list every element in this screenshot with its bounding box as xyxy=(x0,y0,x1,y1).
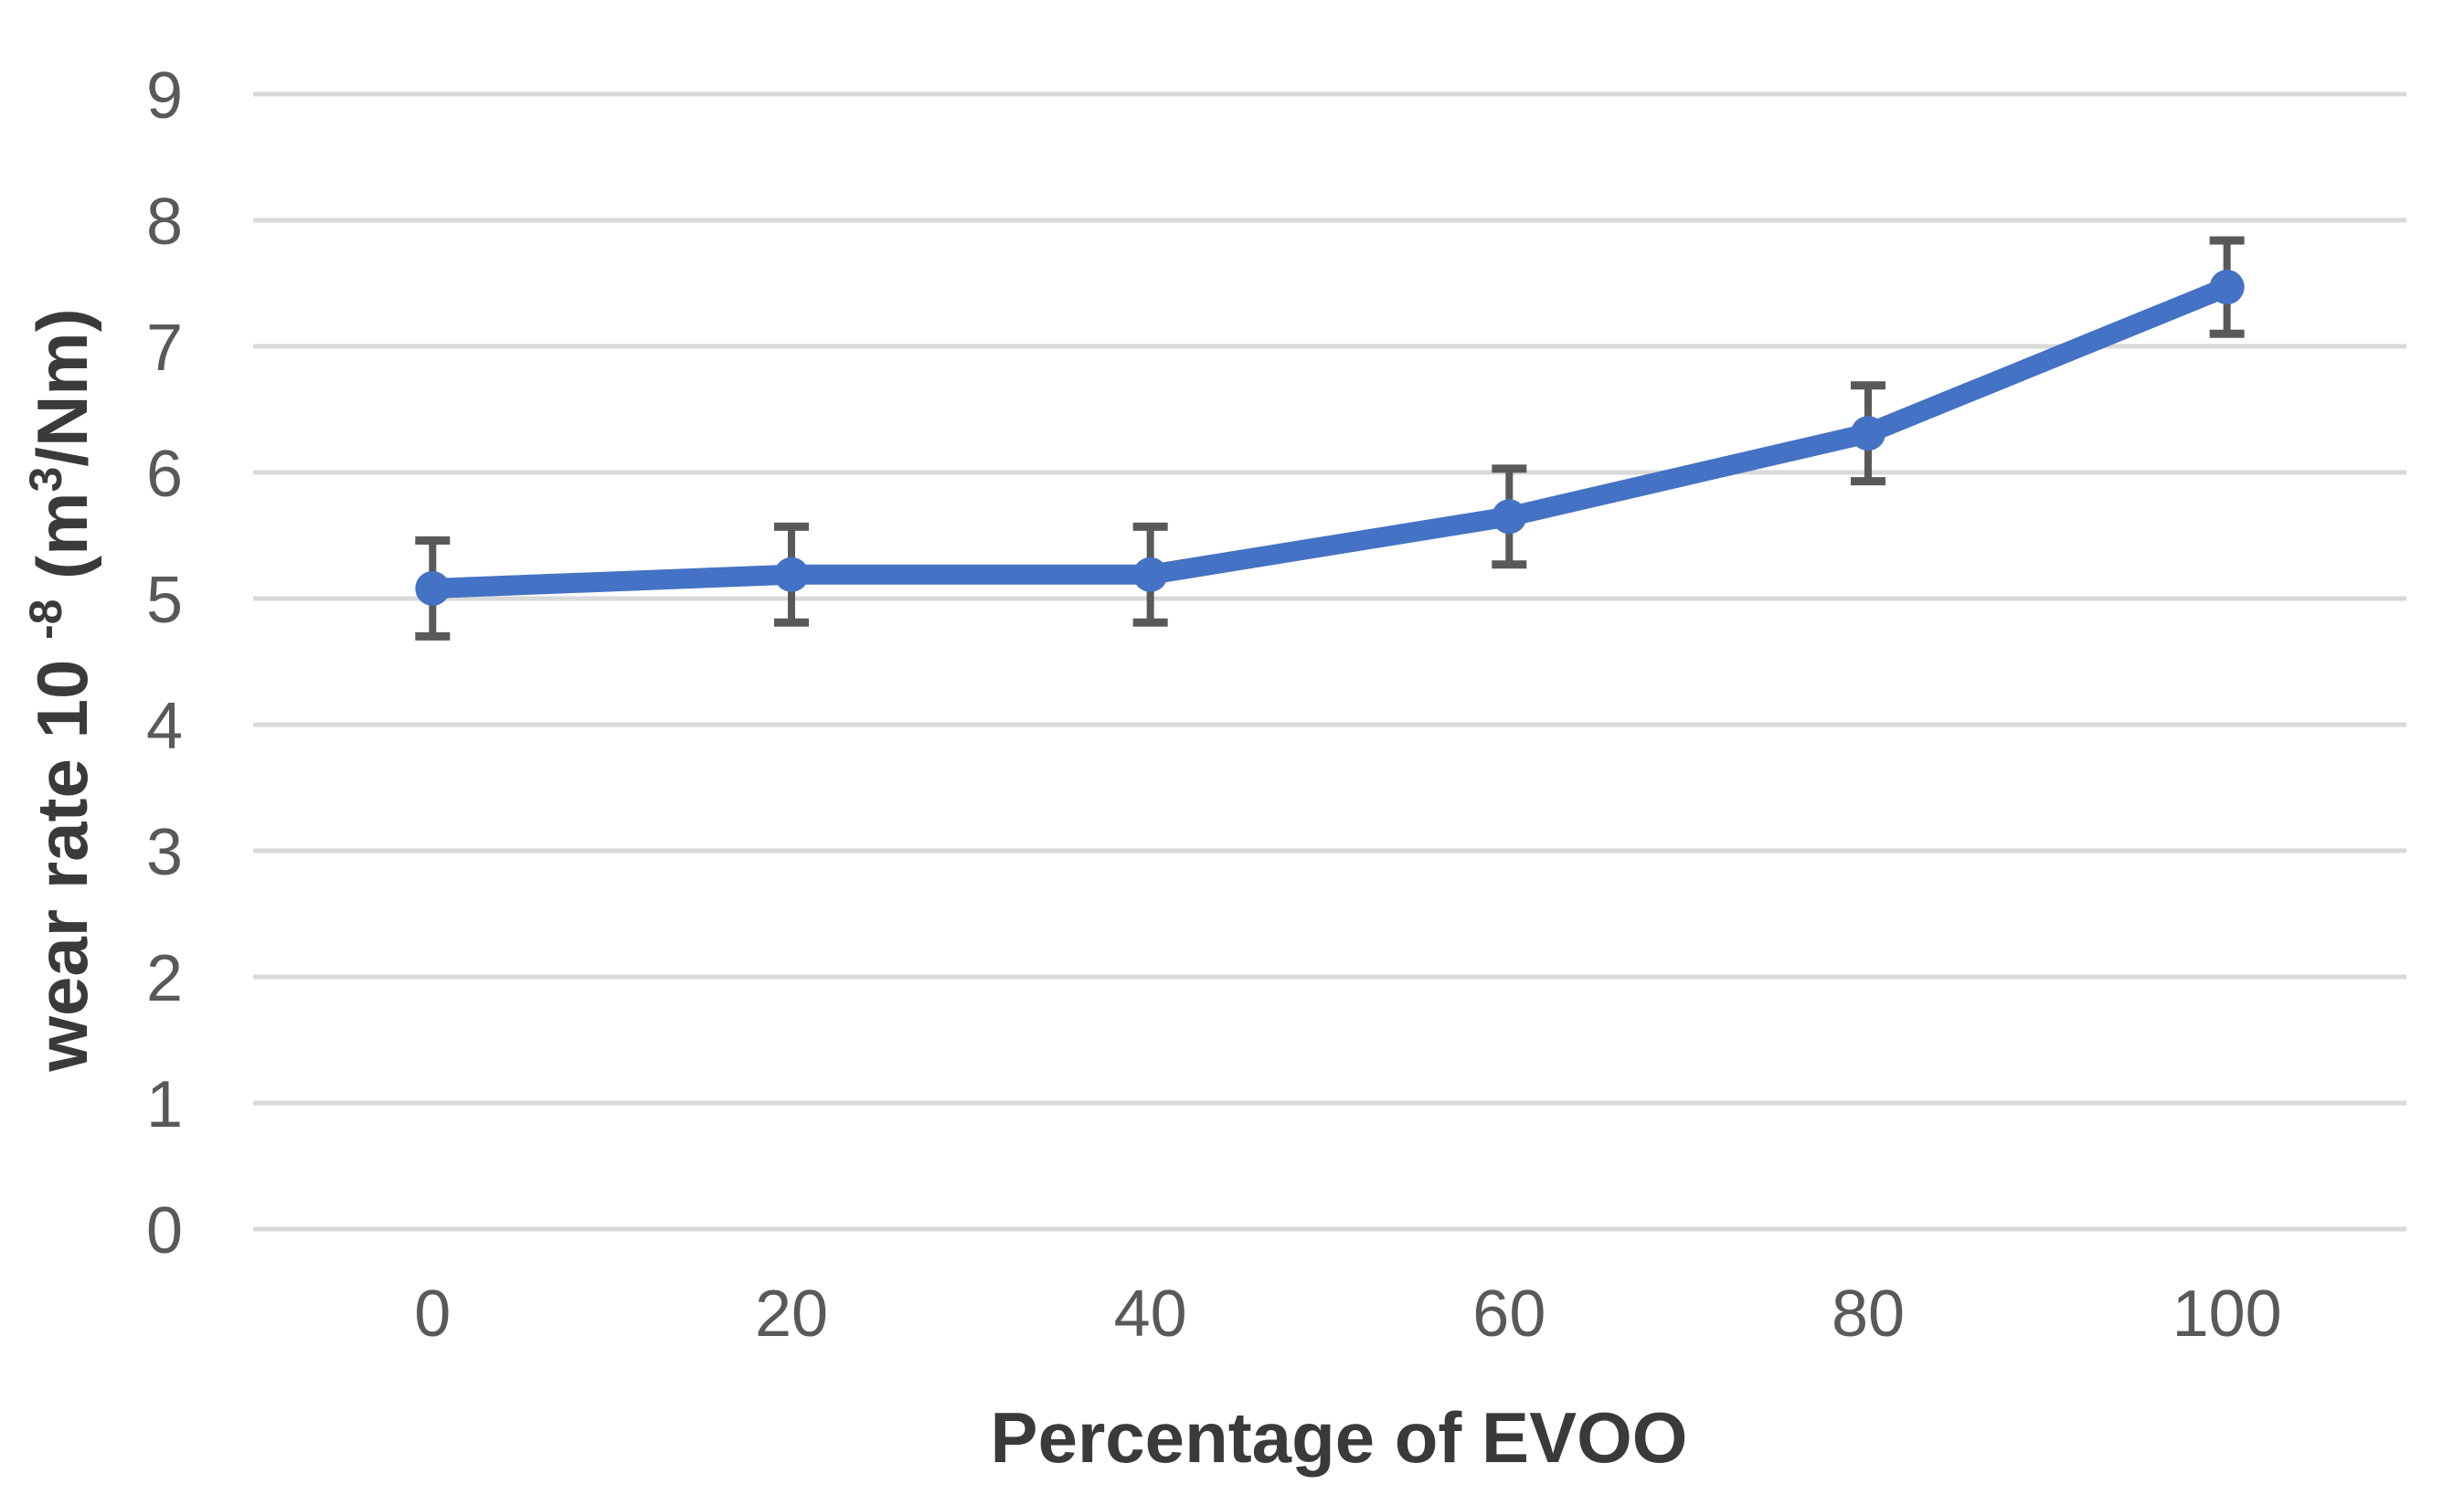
y-tick-label: 8 xyxy=(146,186,183,259)
y-axis-title-superscript: 3 xyxy=(20,467,71,493)
y-axis-tick-labels: 0 1 2 3 4 5 6 7 8 9 xyxy=(146,59,183,1267)
data-point-markers xyxy=(415,270,2245,606)
x-tick-label: 0 xyxy=(414,1278,451,1351)
data-point-marker xyxy=(1851,416,1885,451)
data-point-marker xyxy=(2209,270,2245,305)
y-tick-label: 9 xyxy=(146,59,183,133)
x-tick-label: 100 xyxy=(2172,1278,2282,1351)
data-point-marker xyxy=(1132,557,1168,592)
data-point-marker xyxy=(1492,499,1527,535)
y-axis-title-superscript: -8 xyxy=(20,599,71,640)
x-axis-title: Percentage of EVOO xyxy=(991,1397,1688,1478)
y-tick-label: 2 xyxy=(146,942,183,1015)
data-point-marker xyxy=(774,557,809,592)
x-tick-label: 60 xyxy=(1472,1278,1545,1351)
x-axis-tick-labels: 0 20 40 60 80 100 xyxy=(414,1278,2281,1351)
y-axis-title-text: /Nm) xyxy=(22,308,102,466)
y-tick-label: 5 xyxy=(146,564,183,637)
series-line xyxy=(422,277,2237,599)
gridlines xyxy=(253,91,2406,1232)
y-tick-label: 4 xyxy=(146,690,183,763)
y-tick-label: 6 xyxy=(146,438,183,511)
y-tick-label: 7 xyxy=(146,312,183,385)
x-tick-label: 80 xyxy=(1832,1278,1905,1351)
x-tick-label: 40 xyxy=(1114,1278,1187,1351)
y-axis-title: wear rate 10 -8 (m3/Nm) xyxy=(20,308,102,1072)
y-axis-title-text: wear rate 10 xyxy=(22,640,102,1073)
y-tick-label: 0 xyxy=(146,1194,183,1267)
x-tick-label: 20 xyxy=(755,1278,828,1351)
y-axis-title-text: (m xyxy=(22,493,102,599)
y-tick-label: 1 xyxy=(146,1068,183,1141)
y-tick-label: 3 xyxy=(146,816,183,889)
data-point-marker xyxy=(415,570,451,606)
